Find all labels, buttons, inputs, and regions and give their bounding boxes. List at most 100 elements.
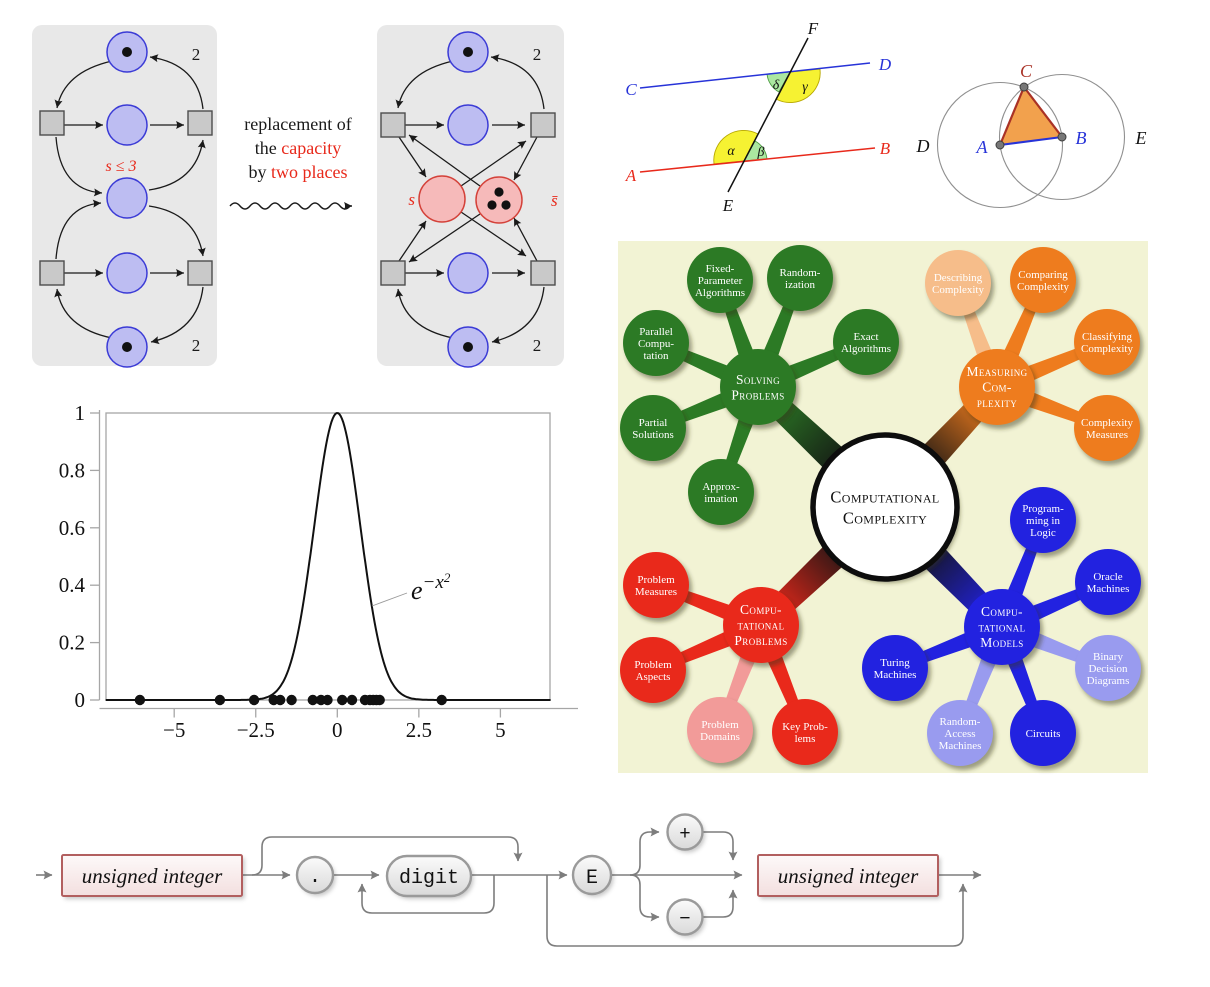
- arc-weight-label: 2: [533, 336, 542, 355]
- triangle-abc: [1000, 87, 1062, 145]
- railroad-figure: unsigned integer . digit E + − unsigned …: [36, 813, 982, 947]
- data-point: [436, 694, 447, 706]
- arc-weight-label: 2: [192, 45, 201, 64]
- mindmap-branch-label: Compu-tational Problems: [734, 602, 787, 648]
- nonterminal-unsigned-integer-1: [61, 854, 243, 897]
- data-point: [374, 694, 385, 706]
- edge-bc: [1023, 86, 1063, 138]
- data-point: [214, 694, 226, 706]
- terminal-plus-label: +: [679, 823, 690, 845]
- mindmap-node-label: Problem Aspects: [634, 659, 672, 683]
- data-point: [337, 694, 348, 706]
- mindmap-node: [1010, 487, 1076, 553]
- y-tick-label: 0.8: [59, 458, 85, 482]
- circle-d: [936, 81, 1064, 209]
- function-plot: 0 0.2 0.4 0.6 0.8 1 −5 −2.5 0 2.5 5 e−x2: [59, 401, 578, 742]
- mindmap-node-label: Random-Access Machines: [939, 716, 982, 752]
- x-tick-label: 2.5: [406, 718, 432, 742]
- mindmap-node-label: Program-ming in Logic: [1022, 503, 1064, 539]
- x-tick-label: −2.5: [237, 718, 275, 742]
- mindmap-branch: [959, 349, 1035, 425]
- petri-places: [106, 31, 489, 368]
- y-tick-label: 0.2: [59, 631, 85, 655]
- angles-figure: A B C D E F α β γ δ: [625, 19, 892, 215]
- edge-ab: [999, 136, 1063, 146]
- data-point: [346, 694, 358, 706]
- terminal-dot: [295, 855, 335, 895]
- point-b-label: B: [880, 139, 891, 158]
- point-a-label: A: [976, 137, 989, 157]
- mindmap-node: [1010, 247, 1076, 313]
- mindmap-node: [620, 637, 686, 703]
- mindmap-node: [1074, 309, 1140, 375]
- point-d-label: D: [916, 136, 930, 156]
- data-point: [286, 694, 297, 706]
- terminal-plus: [666, 813, 704, 851]
- railroad-rails: [36, 827, 982, 947]
- angle-gamma-wedge: [775, 68, 821, 103]
- data-point: [248, 694, 260, 706]
- caption-text: the: [254, 138, 282, 158]
- petri-net-figure: 2 2 2 2 s ≤ 3 s s̄: [32, 25, 564, 368]
- petri-tokens: [122, 47, 511, 352]
- terminal-digit-label: digit: [399, 867, 459, 890]
- mindmap-node-label: Approx-imation: [702, 481, 740, 505]
- line-cd: [639, 62, 871, 89]
- snake-arrow: [229, 202, 352, 210]
- terminal-minus: [666, 898, 704, 936]
- y-tick-label: 1: [75, 401, 86, 425]
- arc-weight-label: 2: [533, 45, 542, 64]
- terminal-e-label: E: [586, 867, 598, 890]
- edge-ac: [998, 86, 1026, 146]
- point-e-label: E: [722, 196, 734, 215]
- capacity-label: s ≤ 3: [105, 158, 136, 175]
- mindmap-node-label: Oracle Machines: [1087, 571, 1130, 595]
- mindmap-branch: [723, 587, 799, 663]
- mindmap-branch-label: Solving Problems: [731, 372, 784, 403]
- x-tick-label: 0: [332, 718, 343, 742]
- mindmap-node-label: Problem Domains: [700, 719, 740, 743]
- caption-line: the capacity: [222, 136, 374, 160]
- petri-caption: replacement of the capacity by two places: [222, 112, 374, 184]
- mindmap-node-label: Problem Measures: [635, 574, 677, 598]
- mindmap-node: [687, 247, 753, 313]
- caption-highlight: capacity: [281, 138, 342, 158]
- mindmap-node-label: Comparing Complexity: [1017, 269, 1069, 293]
- mindmap-node-label: Complexity Measures: [1081, 417, 1133, 441]
- mindmap-node: [623, 310, 689, 376]
- terminal-minus-label: −: [679, 908, 690, 930]
- terminal-dot-label: .: [309, 866, 321, 889]
- mindmap-node-label: Key Prob-lems: [782, 721, 828, 745]
- nonterminal-unsigned-integer-2: [757, 854, 939, 897]
- vertex-dots: [995, 82, 1067, 150]
- mindmap-node: [623, 552, 689, 618]
- data-point: [134, 694, 146, 706]
- point-c-label: C: [1020, 61, 1033, 81]
- line-ef: [727, 37, 809, 193]
- mindmap-node: [1010, 700, 1076, 766]
- mindmap-node-label: Turing Machines: [874, 657, 917, 681]
- mindmap-node-label: Partial Solutions: [632, 417, 674, 441]
- nonterminal-label: unsigned integer: [778, 864, 919, 888]
- curve-annotation: e−x2: [411, 570, 451, 605]
- mindmap-node: [687, 697, 753, 763]
- caption-line: replacement of: [222, 112, 374, 136]
- arc-weight-label: 2: [192, 336, 201, 355]
- line-ab: [639, 147, 876, 173]
- mindmap-node: [1074, 395, 1140, 461]
- mindmap-node-label: Random-ization: [780, 267, 821, 291]
- angle-delta-label: δ: [773, 78, 780, 93]
- y-tick-label: 0.4: [59, 573, 86, 597]
- mindmap-node-label: Fixed-Parameter Algorithms: [695, 263, 745, 299]
- mindmap-figure: Fixed-Parameter Algorithms Random-ization E…: [618, 241, 1148, 773]
- mindmap-center: [810, 432, 960, 582]
- angle-alpha-label: α: [727, 144, 735, 159]
- petri-transitions: [39, 110, 556, 286]
- x-tick-label: −5: [163, 718, 185, 742]
- point-e-label: E: [1135, 128, 1147, 148]
- angle-gamma-label: γ: [802, 80, 808, 95]
- caption-line: by two places: [222, 160, 374, 184]
- mindmap-branch: [720, 349, 796, 425]
